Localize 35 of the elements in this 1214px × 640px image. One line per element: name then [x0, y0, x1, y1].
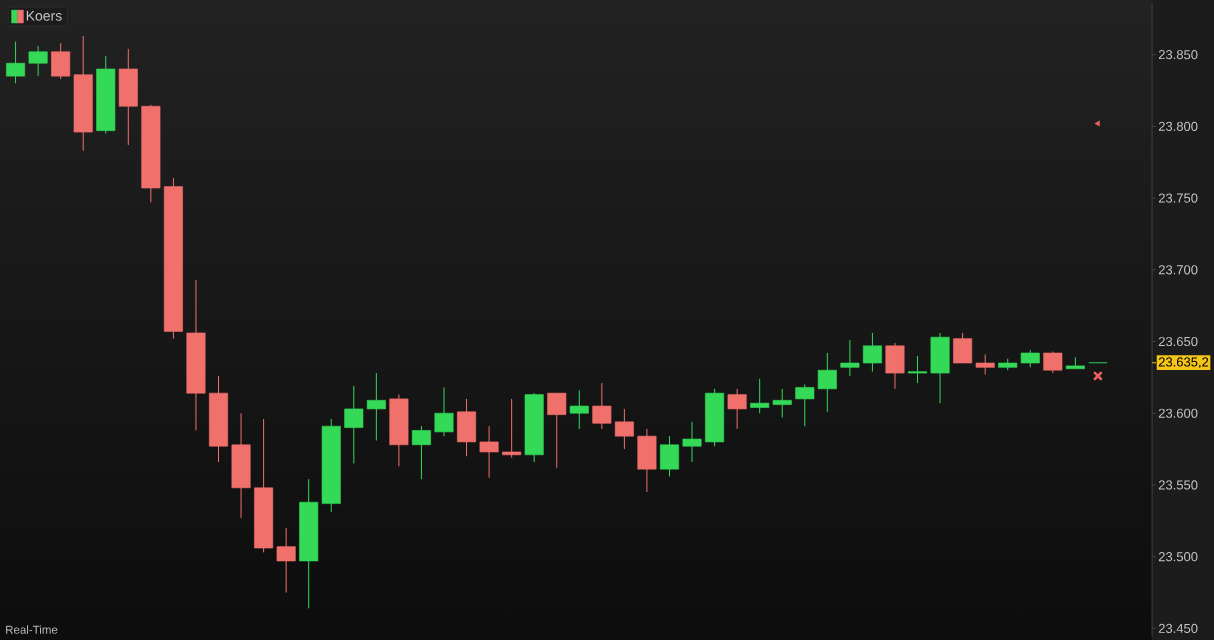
candlestick	[772, 388, 792, 419]
candlestick	[502, 398, 522, 459]
candlestick	[569, 389, 589, 430]
candlestick	[795, 384, 815, 427]
candlestick	[344, 385, 364, 464]
candlestick	[28, 45, 48, 77]
annotation: Real-Time	[6, 625, 58, 634]
candlestick	[682, 421, 702, 463]
candlestick	[975, 353, 995, 375]
y-tick-label: 23.800	[1158, 121, 1198, 131]
y-tick-label: 23.600	[1158, 408, 1198, 418]
y-tick-label: 23.550	[1158, 480, 1198, 490]
candlestick	[434, 386, 454, 437]
candlestick	[862, 332, 882, 373]
candlestick	[840, 339, 860, 377]
candlestick	[614, 408, 634, 450]
y-tick-label: 23.700	[1158, 265, 1198, 275]
text: 23.635,2	[1158, 357, 1209, 369]
candlestick	[750, 378, 770, 414]
candlestick	[479, 425, 499, 479]
candlestick	[908, 355, 928, 384]
y-tick-label: 23.500	[1158, 552, 1198, 562]
y-tick-label: 23.750	[1158, 193, 1198, 203]
candlestick	[727, 388, 747, 430]
candlestick	[817, 352, 837, 413]
y-tick-label: 23.850	[1158, 50, 1198, 60]
y-tick-label: 23.650	[1158, 336, 1198, 347]
candlestick	[592, 382, 612, 430]
legend-label: Koers	[26, 10, 62, 21]
y-tick-label: 23.450	[1158, 623, 1198, 633]
candlestick	[547, 392, 567, 469]
candlestick	[276, 527, 296, 594]
candlestick	[6, 41, 26, 84]
candlestick	[366, 372, 386, 441]
candlestick	[411, 425, 431, 480]
